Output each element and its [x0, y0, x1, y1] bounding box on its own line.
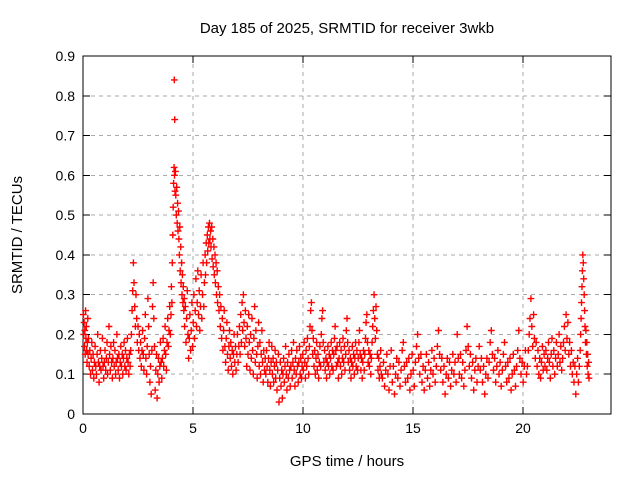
y-tick-label: 0.7 [56, 128, 76, 144]
y-tick-label: 0.4 [56, 247, 76, 263]
x-tick-label: 0 [79, 420, 87, 436]
y-tick-label: 0.2 [56, 326, 76, 342]
tick-labels: 0 0.1 0.2 0.3 0.4 0.5 0.6 0.7 0.8 0.9 0 5 10 15 20 [56, 48, 531, 436]
y-tick-label: 0.8 [56, 88, 76, 104]
chart-title: Day 185 of 2025, SRMTID for receiver 3wk… [200, 20, 494, 37]
y-axis-label: SRMTID / TECUs [9, 176, 26, 294]
gridlines [83, 56, 611, 414]
x-tick-label: 20 [515, 420, 531, 436]
y-tick-label: 0.6 [56, 167, 76, 183]
y-tick-label: 0.1 [56, 366, 76, 382]
y-tick-label: 0.3 [56, 287, 76, 303]
y-tick-label: 0 [67, 406, 75, 422]
x-axis-label: GPS time / hours [290, 453, 404, 470]
data-points-scatter [80, 76, 593, 406]
grid-line [83, 56, 611, 414]
plot-border [82, 55, 612, 415]
y-tick-label: 0.5 [56, 207, 76, 223]
x-tick-label: 5 [189, 420, 197, 436]
y-tick-label: 0.9 [56, 48, 76, 64]
x-tick-label: 15 [405, 420, 421, 436]
x-tick-label: 10 [295, 420, 311, 436]
